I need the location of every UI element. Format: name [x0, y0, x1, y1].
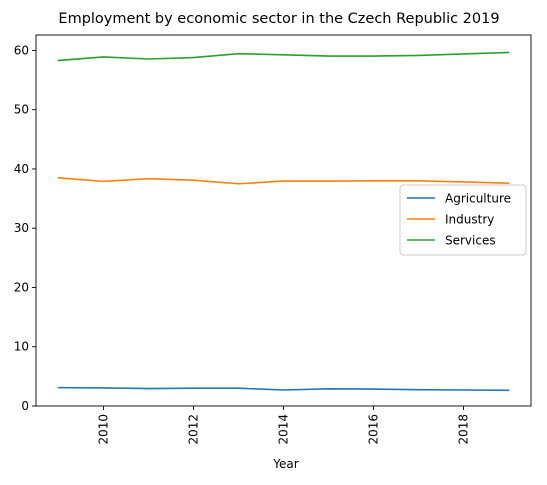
y-tick-label: 40	[14, 162, 29, 176]
y-tick-label: 0	[21, 399, 29, 413]
x-tick-label: 2010	[97, 414, 111, 445]
chart-title: Employment by economic sector in the Cze…	[58, 11, 499, 27]
y-tick-label: 20	[14, 280, 29, 294]
x-tick-label: 2018	[457, 414, 471, 445]
series-line-services	[57, 51, 510, 62]
x-tick-label: 2014	[277, 414, 291, 445]
x-tick-label: 2012	[187, 414, 201, 445]
series-line-industry	[57, 176, 510, 185]
axes: 0 10 20 30 40 50 60 2010 2012 2014 2016 2018	[14, 34, 532, 445]
legend: Agriculture Industry Services	[399, 184, 527, 256]
plot-area	[57, 51, 510, 392]
y-tick-label: 10	[14, 340, 29, 354]
y-tick-label: 30	[14, 221, 29, 235]
x-tick-label: 2016	[367, 414, 381, 445]
legend-label-agriculture: Agriculture	[445, 192, 511, 206]
legend-label-services: Services	[445, 234, 496, 248]
x-axis-label: Year	[272, 457, 298, 471]
series-line-agriculture	[57, 386, 510, 392]
y-tick-label: 50	[14, 103, 29, 117]
legend-box	[399, 184, 527, 256]
legend-label-industry: Industry	[445, 213, 494, 227]
y-tick-label: 60	[14, 43, 29, 57]
